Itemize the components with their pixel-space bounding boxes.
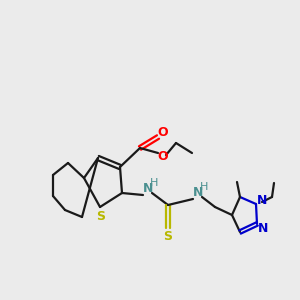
Text: N: N [258,221,268,235]
Text: N: N [257,194,267,208]
Text: S: S [164,230,172,244]
Text: H: H [150,178,158,188]
Text: N: N [193,187,203,200]
Text: H: H [200,182,208,192]
Text: O: O [158,127,168,140]
Text: S: S [97,209,106,223]
Text: N: N [143,182,153,196]
Text: O: O [158,149,168,163]
